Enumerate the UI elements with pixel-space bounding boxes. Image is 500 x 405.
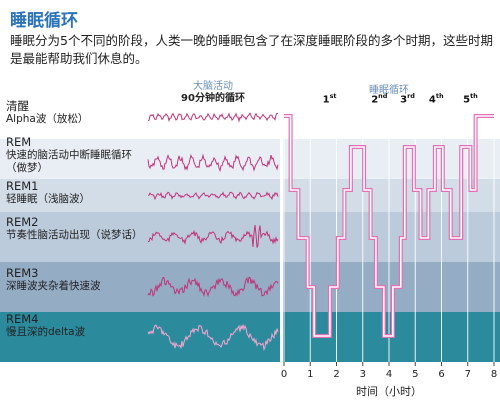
brain-activity-subtitle: 大脑活动 <box>193 81 233 92</box>
x-tick-label-5: 5 <box>412 369 418 380</box>
x-tick-label-3: 3 <box>360 369 366 380</box>
stage-name: REM3 <box>6 266 39 280</box>
stage-label-3: REM2 节奏性脑活动出现（说梦话） <box>6 215 143 242</box>
stage-description: 节奏性脑活动出现（说梦话） <box>6 229 143 241</box>
intro-text: 睡眠分为5个不同的阶段，人类一晚的睡眠包含了在深度睡眠阶段的多个时期，这些时期是… <box>10 33 493 66</box>
stage-band-5 <box>0 312 500 362</box>
x-tick-label-1: 1 <box>307 369 313 380</box>
stage-name: REM2 <box>6 215 39 229</box>
stage-description: Alpha波（放松） <box>6 113 89 125</box>
brain-activity-title: 90分钟的循环 <box>181 93 245 104</box>
brainwave-2 <box>147 191 279 201</box>
panel-divider <box>280 106 283 362</box>
stage-description: 轻睡眠（浅脑波） <box>6 193 90 205</box>
stage-name: REM1 <box>6 179 39 193</box>
x-tick-label-8: 8 <box>491 369 497 380</box>
brainwave-4 <box>147 276 279 298</box>
x-tick-label-0: 0 <box>281 369 287 380</box>
brainwave-1 <box>147 153 279 173</box>
sleep-cycle-header: 睡眠循环 <box>369 85 409 96</box>
stage-band-2 <box>0 179 500 212</box>
brain-activity-header: 大脑活动 90分钟的循环 <box>148 81 278 105</box>
stage-description: 慢且深的delta波 <box>6 326 86 338</box>
brainwave-3 <box>147 224 279 248</box>
brainwave-5 <box>147 324 279 352</box>
stage-band-4 <box>0 262 500 312</box>
stage-name: 清醒 <box>6 99 29 113</box>
x-tick-label-7: 7 <box>465 369 471 380</box>
x-tick-label-2: 2 <box>333 369 339 380</box>
x-axis-title: 时间（小时） <box>356 385 422 398</box>
stage-description: 快速的脑活动中断睡眠循环（做梦） <box>6 149 132 174</box>
stage-name: REM <box>6 135 32 149</box>
stage-label-5: REM4 慢且深的delta波 <box>6 313 146 339</box>
cycle-number-3: 3rd <box>400 92 415 106</box>
x-tick-label-4: 4 <box>386 369 392 380</box>
stage-label-2: REM1 轻睡眠（浅脑波） <box>6 180 146 206</box>
cycle-number-4: 4th <box>428 92 444 106</box>
page-title: 睡眠循环 <box>10 11 78 31</box>
cycle-number-2: 2nd <box>371 92 388 106</box>
stage-name: REM4 <box>6 312 39 326</box>
cycle-number-5: 5th <box>463 92 478 106</box>
stage-label-0: 清醒 Alpha波（放松） <box>6 100 146 126</box>
cycle-number-1: 1st <box>322 92 337 106</box>
hypnogram-line-inner <box>284 115 494 337</box>
stage-label-1: REM 快速的脑活动中断睡眠循环（做梦） <box>6 136 146 175</box>
stage-description: 深睡波夹杂着快速波 <box>6 280 101 292</box>
brainwave-0 <box>147 112 279 123</box>
x-tick-label-6: 6 <box>438 369 444 380</box>
chart-header-gap <box>280 102 498 106</box>
stage-label-4: REM3 深睡波夹杂着快速波 <box>6 267 146 293</box>
